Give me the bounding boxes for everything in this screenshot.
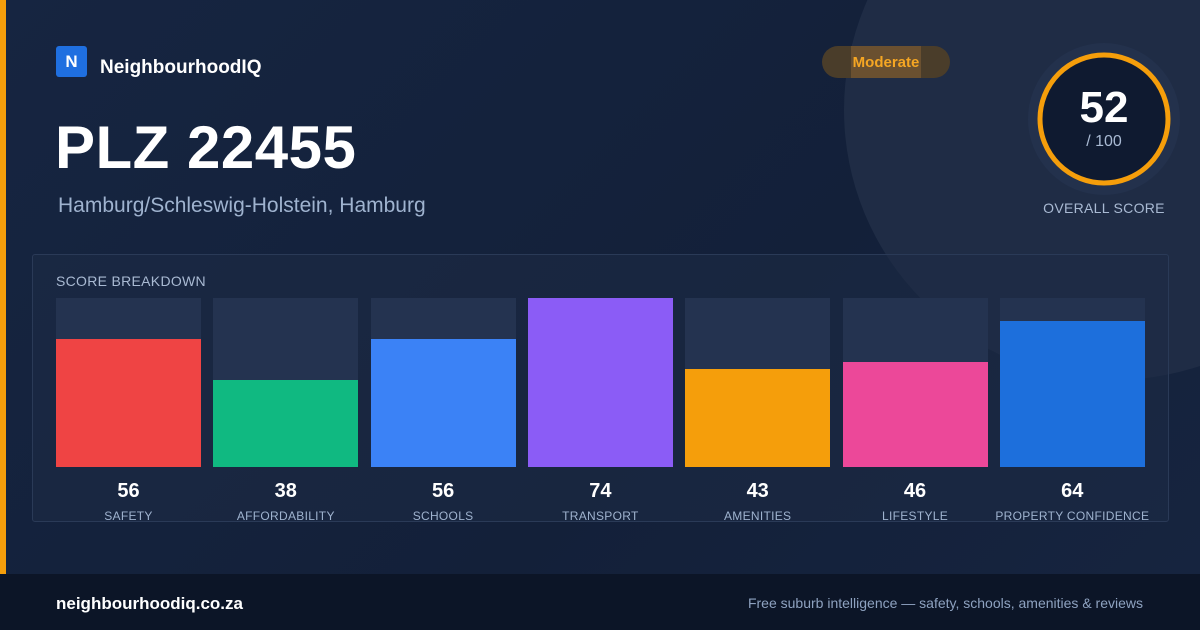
overall-score-max: / 100	[1086, 133, 1122, 150]
page-title: PLZ 22455	[55, 114, 357, 181]
bar-value-label: 64	[1061, 480, 1084, 502]
bar-column: 43 AMENITIES	[685, 298, 831, 523]
bar-fill	[213, 380, 359, 467]
score-card: N NeighbourhoodIQ PLZ 22455 Hamburg/Schl…	[0, 0, 1200, 574]
breakdown-bar-chart: 56 SAFETY 38 AFFORDABILITY 56 SCHOOLS 74 TRANSP…	[56, 298, 1149, 523]
overall-score-value: 52	[1079, 83, 1129, 132]
bar-column: 46 LIFESTYLE	[842, 298, 988, 523]
bar-track	[56, 298, 201, 467]
bar-value-label: 46	[903, 480, 927, 502]
rating-badge-label: Moderate	[852, 53, 920, 71]
bar-column: 56 SCHOOLS	[370, 298, 516, 523]
footer-site-link[interactable]: neighbourhoodiq.co.za	[56, 594, 243, 613]
bar-value-label: 74	[589, 480, 612, 502]
bar-fill	[842, 362, 988, 467]
bar-category-label: SAFETY	[104, 509, 153, 523]
bar-column: 74 TRANSPORT	[527, 298, 673, 523]
bar-value-label: 56	[431, 480, 455, 502]
bar-category-label: LIFESTYLE	[881, 509, 949, 523]
overall-score-ring: 52 / 100	[1028, 43, 1180, 195]
bar-category-label: AFFORDABILITY	[236, 509, 335, 523]
bar-fill	[527, 298, 673, 467]
bar-track	[999, 298, 1145, 467]
rating-badge-inner: Moderate	[851, 46, 921, 78]
bar-fill	[685, 368, 831, 467]
bar-category-label: PROPERTY CONFIDENCE	[995, 509, 1150, 523]
bar-value-label: 56	[117, 480, 140, 502]
bar-column: 38 AFFORDABILITY	[213, 298, 359, 523]
bar-track	[842, 298, 988, 467]
bar-track	[527, 298, 673, 467]
bar-column: 64 PROPERTY CONFIDENCE	[995, 298, 1149, 523]
rating-badge: Moderate	[822, 46, 950, 78]
score-breakdown-panel: SCORE BREAKDOWN 56 SAFETY 38 AFFORDABILITY 5…	[32, 254, 1169, 523]
bar-value-label: 38	[274, 480, 297, 502]
bar-fill	[56, 339, 201, 467]
bar-value-label: 43	[746, 480, 769, 502]
breakdown-title: SCORE BREAKDOWN	[56, 273, 206, 289]
score-ring-inner	[1040, 55, 1168, 183]
bar-track	[213, 298, 359, 467]
brand-name: NeighbourhoodIQ	[100, 57, 262, 78]
bar-column: 56 SAFETY	[56, 298, 201, 523]
bar-fill	[370, 339, 516, 467]
bar-category-label: TRANSPORT	[562, 509, 639, 523]
footer-tagline: Free suburb intelligence — safety, schoo…	[747, 595, 1143, 611]
brand-logo-icon: N	[56, 46, 87, 77]
bar-track	[370, 298, 516, 467]
accent-bar	[0, 0, 6, 574]
location-subtitle: Hamburg/Schleswig-Holstein, Hamburg	[58, 194, 426, 217]
overall-score-label: OVERALL SCORE	[1043, 200, 1165, 216]
bar-fill	[999, 320, 1145, 467]
bar-track	[685, 298, 831, 467]
brand[interactable]: N NeighbourhoodIQ	[56, 46, 261, 78]
footer: neighbourhoodiq.co.za Free suburb intell…	[0, 574, 1200, 630]
score-ring-arc	[1037, 52, 1171, 186]
score-ring-graphic	[1028, 43, 1180, 195]
bar-category-label: AMENITIES	[723, 509, 792, 523]
bar-category-label: SCHOOLS	[412, 509, 474, 523]
